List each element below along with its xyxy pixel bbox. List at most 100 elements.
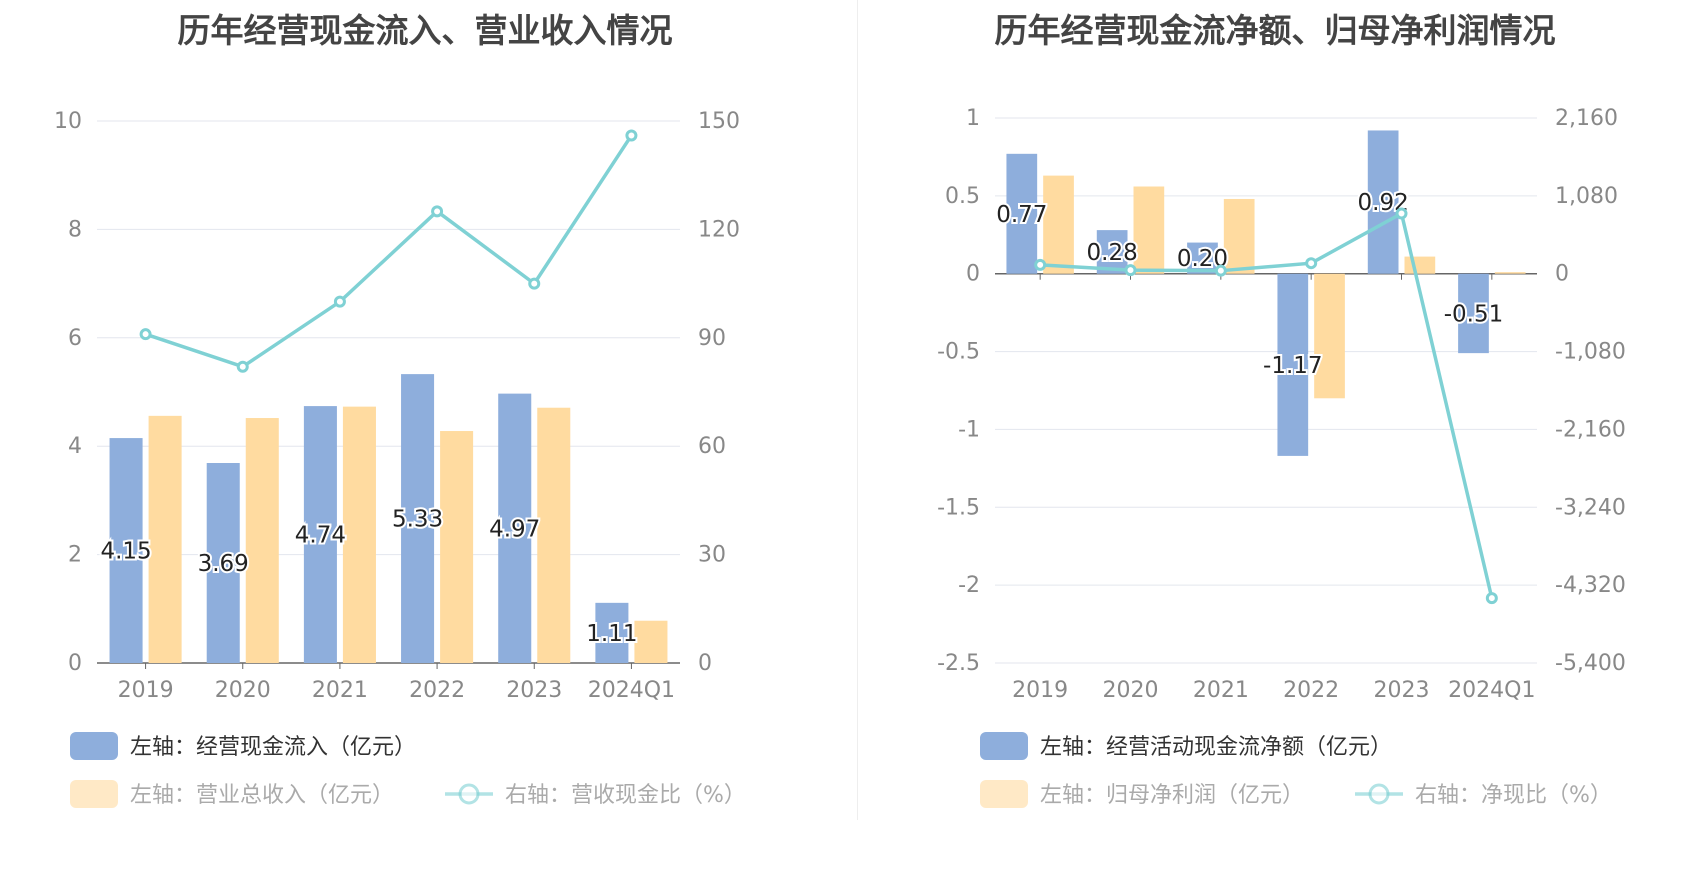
legend-label: 左轴：归母净利润（亿元） bbox=[1040, 783, 1304, 808]
bar bbox=[401, 374, 435, 663]
x-axis-tick-label: 2022 bbox=[1283, 678, 1339, 703]
left-axis-tick-label: 4 bbox=[68, 434, 82, 459]
bar-data-label: 5.33 bbox=[392, 507, 443, 533]
bar bbox=[1006, 153, 1038, 274]
bar bbox=[1133, 186, 1165, 274]
line-point bbox=[1485, 592, 1498, 605]
legend-marker bbox=[1368, 783, 1390, 805]
bar bbox=[1458, 273, 1489, 354]
legend-swatch bbox=[70, 780, 118, 808]
bar-data-label: 4.15 bbox=[100, 539, 151, 565]
x-axis-tick-label: 2019 bbox=[118, 678, 174, 703]
bar bbox=[634, 620, 668, 663]
left-axis-tick-label: 2 bbox=[68, 543, 82, 568]
left-axis-tick-label: 8 bbox=[68, 217, 82, 242]
bar bbox=[1494, 272, 1526, 274]
right-axis-tick-label: -4,320 bbox=[1555, 573, 1626, 598]
bar-data-label: 4.97 bbox=[489, 516, 540, 542]
legend-label: 右轴：净现比（%） bbox=[1415, 783, 1612, 808]
x-axis-tick-label: 2019 bbox=[1012, 678, 1068, 703]
right-axis-tick-label: 90 bbox=[698, 326, 726, 351]
bar bbox=[1043, 175, 1074, 274]
left-axis-tick-label: -2.5 bbox=[937, 651, 980, 676]
legend-label: 左轴：营业总收入（亿元） bbox=[130, 783, 394, 808]
bar bbox=[206, 463, 240, 663]
chart-title: 历年经营现金流入、营业收入情况 bbox=[177, 11, 673, 50]
x-axis-tick-label: 2021 bbox=[312, 678, 368, 703]
x-axis-tick-label: 2024Q1 bbox=[588, 678, 675, 703]
bar bbox=[440, 431, 474, 663]
left-axis-tick-label: 0 bbox=[68, 651, 82, 676]
left-axis-tick-label: -0.5 bbox=[937, 340, 980, 365]
line-point bbox=[431, 205, 444, 218]
line-point bbox=[1395, 207, 1408, 220]
left-axis-tick-label: -1.5 bbox=[937, 495, 980, 520]
left-axis-tick-label: 10 bbox=[54, 109, 82, 134]
bar bbox=[537, 407, 571, 663]
x-axis-tick-label: 2023 bbox=[1374, 678, 1430, 703]
bar bbox=[1187, 242, 1218, 274]
series-line bbox=[145, 134, 633, 369]
right-axis-tick-label: 30 bbox=[698, 543, 726, 568]
x-axis-tick-label: 2023 bbox=[506, 678, 562, 703]
chart-panel-cash-inflow-revenue: 历年经营现金流入、营业收入情况 0 0 2 30 4 60 6 90 8 120 10 150 2019… bbox=[54, 11, 746, 808]
bar bbox=[1223, 198, 1255, 274]
right-axis-tick-label: -1,080 bbox=[1555, 340, 1626, 365]
bar-data-label: -0.51 bbox=[1444, 301, 1504, 327]
bar bbox=[109, 438, 143, 663]
right-axis-tick-label: 120 bbox=[698, 217, 740, 242]
legend-swatch bbox=[980, 732, 1028, 760]
bar bbox=[1404, 256, 1436, 274]
left-axis-tick-label: 6 bbox=[68, 326, 82, 351]
left-axis-tick-label: -2 bbox=[958, 573, 980, 598]
right-axis-tick-label: 60 bbox=[698, 434, 726, 459]
x-axis-tick-label: 2021 bbox=[1193, 678, 1249, 703]
right-axis-tick-label: -2,160 bbox=[1555, 417, 1626, 442]
legend-label: 左轴：经营活动现金流净额（亿元） bbox=[1040, 735, 1392, 760]
chart-cash-inflow-revenue: 0 0 2 30 4 60 6 90 8 120 10 150 2019 2020 2021 2022 2023… bbox=[54, 109, 746, 808]
line-point bbox=[236, 360, 249, 373]
bar-data-label: 0.77 bbox=[996, 202, 1047, 228]
x-axis-tick-label: 2020 bbox=[1103, 678, 1159, 703]
bar bbox=[148, 415, 182, 663]
line-point bbox=[528, 277, 541, 290]
legend-label: 左轴：经营现金流入（亿元） bbox=[130, 735, 416, 760]
right-axis-tick-label: -3,240 bbox=[1555, 495, 1626, 520]
line-point bbox=[625, 129, 638, 142]
right-axis-tick-label: -5,400 bbox=[1555, 651, 1626, 676]
bar-data-label: -1.17 bbox=[1263, 353, 1323, 379]
line-point bbox=[1034, 258, 1047, 271]
bar bbox=[1277, 273, 1309, 456]
bar bbox=[303, 406, 337, 663]
bar bbox=[342, 406, 376, 663]
left-axis-tick-label: -1 bbox=[958, 417, 980, 442]
x-axis-tick-label: 2020 bbox=[215, 678, 271, 703]
panel-divider bbox=[857, 0, 858, 820]
legend-marker bbox=[458, 783, 480, 805]
right-axis-tick-label: 1,080 bbox=[1555, 184, 1618, 209]
bar bbox=[1096, 230, 1128, 274]
series-line bbox=[1040, 210, 1494, 599]
bar bbox=[595, 602, 629, 663]
legend-swatch bbox=[980, 780, 1028, 808]
legend-label: 右轴：营收现金比（%） bbox=[505, 783, 746, 808]
left-axis-tick-label: 0.5 bbox=[945, 184, 980, 209]
line-point bbox=[1124, 264, 1137, 277]
x-axis-tick-label: 2022 bbox=[409, 678, 465, 703]
chart-panel-net-cash-profit: 历年经营现金流净额、归母净利润情况 -2.5 -5,400 -2 -4,320 -1.5… bbox=[850, 0, 1700, 874]
bar bbox=[1314, 273, 1345, 399]
x-axis-tick-label: 2024Q1 bbox=[1448, 678, 1535, 703]
chart-net-cash-profit: -2.5 -5,400 -2 -4,320 -1.5 -3,240 -1 -2,160 -0.5… bbox=[937, 106, 1626, 808]
line-point bbox=[1305, 257, 1318, 270]
right-axis-tick-label: 0 bbox=[698, 651, 712, 676]
line-point bbox=[333, 295, 346, 308]
bar bbox=[498, 393, 532, 663]
left-axis-tick-label: 1 bbox=[966, 106, 980, 131]
right-axis-tick-label: 2,160 bbox=[1555, 106, 1618, 131]
bar-data-label: 1.11 bbox=[586, 621, 637, 647]
line-point bbox=[1214, 264, 1227, 277]
bar-data-label: 0.28 bbox=[1087, 240, 1138, 266]
right-axis-tick-label: 0 bbox=[1555, 262, 1569, 287]
bar-data-label: 3.69 bbox=[198, 551, 249, 577]
line-point bbox=[139, 328, 152, 341]
